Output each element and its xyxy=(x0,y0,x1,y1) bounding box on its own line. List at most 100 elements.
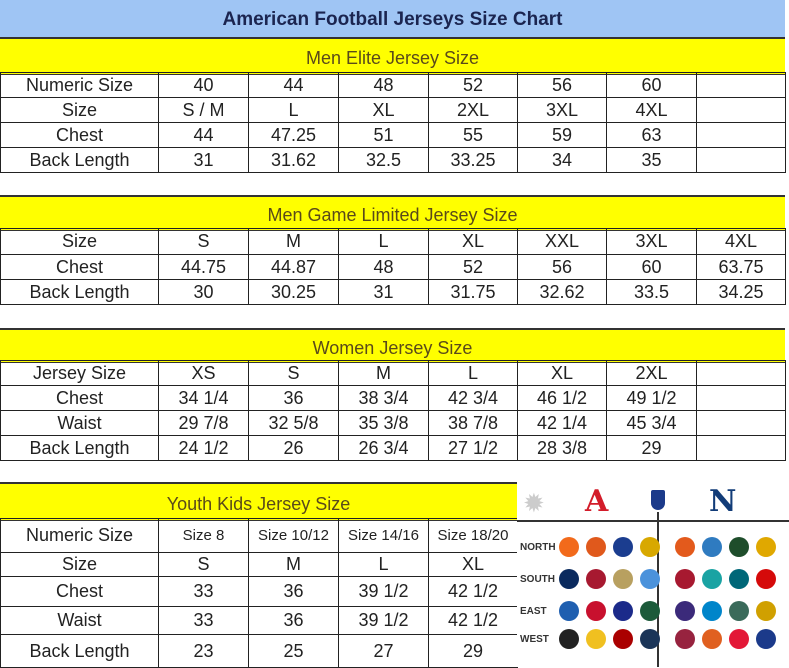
afc-team-logo-icon xyxy=(613,629,633,649)
table-cell: 2XL xyxy=(606,360,697,386)
nfc-team-logo-icon xyxy=(702,629,722,649)
division-row: EAST xyxy=(517,598,789,628)
row-label: Chest xyxy=(0,576,159,607)
table-cell: 33.25 xyxy=(428,147,518,173)
table-cell: 42 1/2 xyxy=(428,606,518,635)
table-row: Jersey Size XS S M L XL 2XL xyxy=(0,360,786,386)
table-cell: XXL xyxy=(517,228,607,255)
table-cell: 29 xyxy=(606,435,697,461)
nfc-team-logo-icon xyxy=(756,537,776,557)
table-cell: L xyxy=(338,228,429,255)
table-cell: 42 3/4 xyxy=(428,385,518,411)
table-row: Waist 33 36 39 1/2 42 1/2 xyxy=(0,606,518,635)
table-cell: L xyxy=(248,97,339,123)
table-cell: 31 xyxy=(338,279,429,305)
table-row: Chest 33 36 39 1/2 42 1/2 xyxy=(0,576,518,607)
divider-vertical xyxy=(657,512,659,667)
table-cell: 31 xyxy=(158,147,249,173)
table-cell: M xyxy=(338,360,429,386)
table-cell: 52 xyxy=(428,254,518,280)
row-label: Back Length xyxy=(0,634,159,668)
division-label: SOUTH xyxy=(520,574,555,585)
table-cell: 36 xyxy=(248,576,339,607)
afc-team-logo-icon xyxy=(613,601,633,621)
table-cell: 33.5 xyxy=(606,279,697,305)
row-label: Chest xyxy=(0,254,159,280)
nfc-team-logo-icon xyxy=(756,629,776,649)
size-table: Jersey Size XS S M L XL 2XL Chest 34 1/4 36 38 3/4… xyxy=(0,360,786,461)
table-cell: 60 xyxy=(606,254,697,280)
table-cell: 52 xyxy=(428,72,518,98)
table-cell: 2XL xyxy=(428,97,518,123)
nfc-team-logo-icon xyxy=(675,569,695,589)
row-label: Back Length xyxy=(0,435,159,461)
size-table: Size S M L XL XXL 3XL 4XL Chest 44.75 44.87 48 52 56 6… xyxy=(0,228,786,305)
table-cell: 38 3/4 xyxy=(338,385,429,411)
table-cell: 30 xyxy=(158,279,249,305)
table-cell: L xyxy=(338,552,429,577)
afc-team-logo-icon xyxy=(559,629,579,649)
table-cell: XS xyxy=(158,360,249,386)
row-label: Chest xyxy=(0,122,159,148)
row-label: Chest xyxy=(0,385,159,411)
table-row: Chest 34 1/4 36 38 3/4 42 3/4 46 1/2 49 1/2 xyxy=(0,385,786,411)
table-cell xyxy=(696,147,786,173)
table-cell: Size 8 xyxy=(158,518,249,553)
table-cell: 23 xyxy=(158,634,249,668)
table-cell: 63.75 xyxy=(696,254,786,280)
table-cell: S / M xyxy=(158,97,249,123)
table-cell: XL xyxy=(338,97,429,123)
nfc-logo-icon: N xyxy=(709,484,737,519)
table-cell: 42 1/2 xyxy=(428,576,518,607)
nfc-team-logo-icon xyxy=(675,629,695,649)
table-cell: XL xyxy=(428,552,518,577)
nfc-team-logo-icon xyxy=(702,569,722,589)
afc-team-logo-icon xyxy=(559,537,579,557)
table-cell: 40 xyxy=(158,72,249,98)
table-row: Waist 29 7/8 32 5/8 35 3/8 38 7/8 42 1/4 45 3/… xyxy=(0,410,786,436)
table-cell: 34 1/4 xyxy=(158,385,249,411)
section-heading: Men Elite Jersey Size xyxy=(0,37,785,75)
table-cell: S xyxy=(248,360,339,386)
table-cell: 32.62 xyxy=(517,279,607,305)
table-cell: Size 10/12 xyxy=(248,518,339,553)
table-cell xyxy=(696,410,786,436)
section-heading: Youth Kids Jersey Size xyxy=(0,482,517,521)
table-cell: M xyxy=(248,228,339,255)
nfc-team-logo-icon xyxy=(702,537,722,557)
table-cell: 29 7/8 xyxy=(158,410,249,436)
afc-team-logo-icon xyxy=(613,537,633,557)
afc-team-logo-icon xyxy=(640,629,660,649)
table-cell xyxy=(696,72,786,98)
table-row: Numeric Size Size 8 Size 10/12 Size 14/16 Si… xyxy=(0,518,518,553)
table-cell: Size 18/20 xyxy=(428,518,518,553)
row-label: Size xyxy=(0,552,159,577)
table-cell: 47.25 xyxy=(248,122,339,148)
nfc-team-logo-icon xyxy=(702,601,722,621)
nfc-team-logo-icon xyxy=(675,537,695,557)
chart-title: American Football Jerseys Size Chart xyxy=(0,0,785,39)
section-heading: Men Game Limited Jersey Size xyxy=(0,195,785,231)
table-cell: 24 1/2 xyxy=(158,435,249,461)
nfl-logos-panel: ✹ A N NORTH SOUTH EAST WEST xyxy=(517,482,789,667)
division-row: WEST xyxy=(517,626,789,656)
table-cell: S xyxy=(158,552,249,577)
star-icon: ✹ xyxy=(523,488,545,518)
afc-team-logo-icon xyxy=(559,601,579,621)
table-cell: 63 xyxy=(606,122,697,148)
table-cell: Size 14/16 xyxy=(338,518,429,553)
table-cell: 26 xyxy=(248,435,339,461)
table-cell xyxy=(696,360,786,386)
table-cell: 35 xyxy=(606,147,697,173)
row-label: Numeric Size xyxy=(0,72,159,98)
row-label: Numeric Size xyxy=(0,518,159,553)
row-label: Jersey Size xyxy=(0,360,159,386)
table-cell: 33 xyxy=(158,606,249,635)
nfc-team-logo-icon xyxy=(675,601,695,621)
table-cell: 44.87 xyxy=(248,254,339,280)
table-cell: 27 1/2 xyxy=(428,435,518,461)
table-cell xyxy=(696,385,786,411)
table-row: Back Length 30 30.25 31 31.75 32.62 33.5 34.25 xyxy=(0,279,786,305)
table-cell: 42 1/4 xyxy=(517,410,607,436)
table-cell: 4XL xyxy=(696,228,786,255)
